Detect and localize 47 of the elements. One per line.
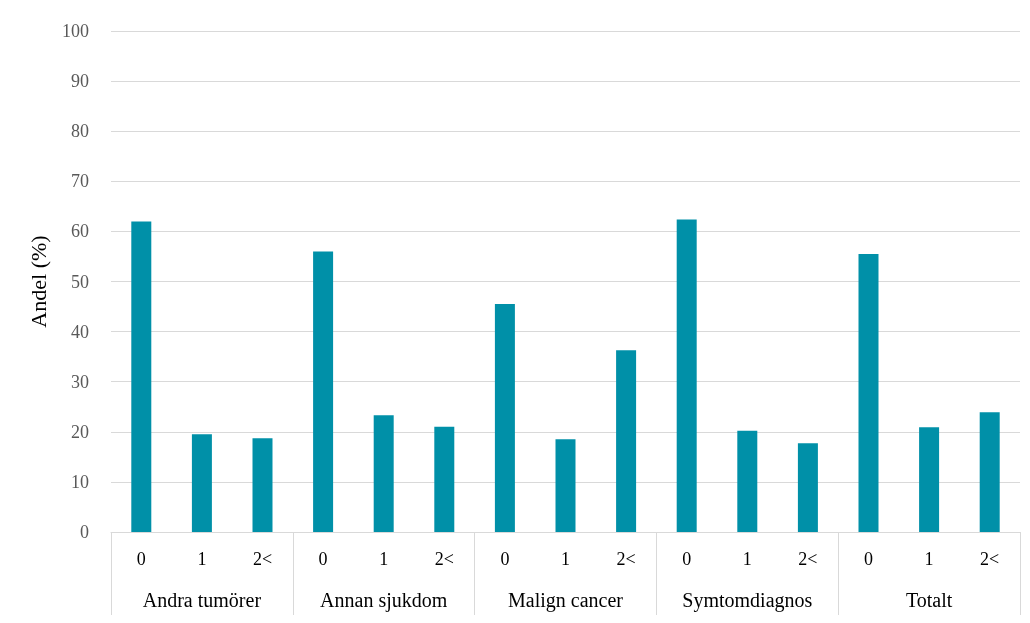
- x-tick-label: 1: [561, 549, 570, 569]
- bar: [373, 415, 394, 532]
- x-tick-label: 1: [924, 549, 934, 569]
- text: Malign cancer: [508, 589, 624, 612]
- bar: [252, 438, 273, 532]
- y-tick-label: 10: [71, 471, 89, 492]
- text: Totalt: [905, 589, 953, 611]
- text: Annan sjukdom: [320, 589, 448, 612]
- text: Symtomdiagnos: [682, 589, 813, 612]
- y-tick-label: 90: [71, 71, 89, 92]
- bar: [858, 253, 879, 532]
- bar: [919, 427, 940, 532]
- y-tick-label: 20: [71, 421, 89, 442]
- bar: [616, 350, 637, 532]
- x-tick-label: 2<: [980, 549, 1000, 569]
- bar: [313, 251, 334, 532]
- x-tick-label: 1: [379, 549, 389, 569]
- x-tick-label: 0: [136, 549, 146, 569]
- y-tick-label: 40: [71, 321, 89, 342]
- bar: [434, 426, 455, 532]
- y-tick-label: 80: [71, 121, 89, 142]
- y-tick-label: 30: [71, 371, 89, 392]
- text: Andra tumörer: [142, 589, 262, 611]
- y-axis-title: Andel (%): [25, 235, 51, 328]
- bar: [494, 304, 515, 532]
- x-tick-label: 2<: [798, 549, 818, 569]
- x-tick-label: 0: [318, 549, 328, 569]
- y-tick-label: 50: [71, 271, 89, 292]
- x-tick-label: 0: [864, 549, 873, 569]
- bar: [676, 219, 697, 532]
- x-tick-label: 0: [500, 549, 510, 569]
- y-tick-label: 60: [71, 221, 89, 242]
- bar: [797, 443, 818, 532]
- y-tick-label: 70: [71, 171, 89, 192]
- bar: [555, 439, 576, 532]
- y-tick-label: 100: [62, 21, 89, 41]
- x-tick-label: 2<: [434, 549, 454, 569]
- y-tick-label: 0: [80, 522, 89, 542]
- bar: [131, 221, 152, 532]
- x-tick-label: 1: [197, 549, 207, 569]
- bar: [979, 412, 1000, 532]
- bar: [737, 430, 758, 532]
- x-tick-label: 2<: [252, 549, 273, 569]
- x-tick-label: 1: [742, 549, 752, 569]
- bar: [191, 434, 212, 532]
- x-tick-label: 0: [682, 549, 692, 569]
- x-tick-label: 2<: [616, 549, 636, 569]
